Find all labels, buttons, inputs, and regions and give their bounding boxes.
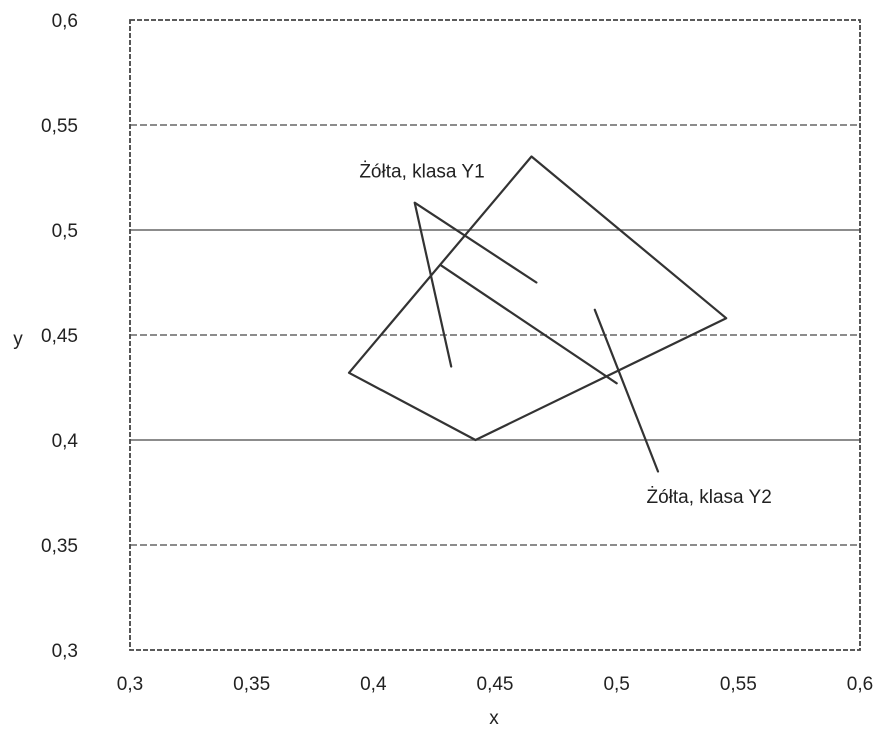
x-tick-label: 0,55	[720, 674, 757, 695]
series-line-2	[413, 201, 538, 368]
y-tick-label: 0,3	[52, 641, 78, 662]
plot-border	[129, 19, 861, 651]
y-axis-label: y	[13, 329, 23, 350]
annotation-label-1: Żółta, klasa Y1	[359, 162, 484, 183]
y-tick-label: 0,45	[41, 326, 78, 347]
x-tick-label: 0,35	[233, 674, 270, 695]
plot-frame	[129, 19, 861, 651]
series-line-1	[347, 155, 728, 442]
y-tick-label: 0,5	[52, 221, 78, 242]
series-line-3	[440, 264, 618, 385]
x-tick-label: 0,5	[603, 674, 629, 695]
y-tick-label: 0,6	[52, 11, 78, 32]
x-tick-label: 0,4	[360, 674, 387, 695]
data-series	[347, 155, 728, 473]
x-tick-label: 0,3	[117, 674, 143, 695]
grid-lines	[130, 124, 860, 546]
annotations: Żółta, klasa Y1 Żółta, klasa Y2	[359, 162, 771, 509]
y-tick-label: 0,55	[41, 116, 78, 137]
y-tick-label: 0,35	[41, 536, 78, 557]
x-tick-label: 0,45	[477, 674, 514, 695]
y-tick-labels: 0,3 0,35 0,4 0,45 0,5 0,55 0,6	[41, 11, 78, 662]
x-tick-labels: 0,3 0,35 0,4 0,45 0,5 0,55 0,6	[117, 674, 873, 695]
series-line-4	[593, 308, 660, 473]
annotation-label-2: Żółta, klasa Y2	[646, 487, 771, 508]
y-tick-label: 0,4	[52, 431, 79, 452]
x-axis-label: x	[489, 708, 499, 729]
x-tick-label: 0,6	[847, 674, 873, 695]
